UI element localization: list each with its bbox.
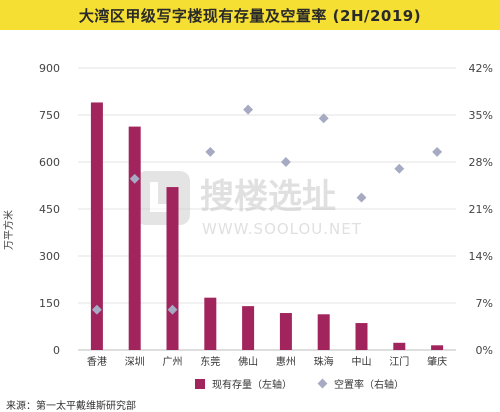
right-axis-ticks: 0% 7% 14% 21% 28% 35% 42% <box>469 62 493 357</box>
bar <box>128 126 141 351</box>
legend-marker-label: 空置率（右轴） <box>334 378 404 391</box>
bar-series <box>90 102 444 351</box>
watermark-en-text: WWW.SOOLOU.NET <box>202 220 362 238</box>
bar <box>279 313 292 350</box>
left-tick-label: 450 <box>39 203 60 216</box>
chart-title: 大湾区甲级写字楼现有存量及空置率 (2H/2019) <box>78 6 422 25</box>
right-tick-label: 7% <box>476 297 493 310</box>
bar <box>242 306 255 350</box>
left-tick-label: 300 <box>39 250 60 263</box>
legend-bar-swatch <box>195 379 205 389</box>
marker-point <box>432 146 443 157</box>
category-label: 佛山 <box>238 355 258 368</box>
watermark-logo-mark <box>150 182 158 212</box>
category-label: 广州 <box>163 356 183 368</box>
bar <box>166 187 179 350</box>
category-label: 深圳 <box>125 356 145 368</box>
right-tick-label: 35% <box>469 109 493 122</box>
bar <box>393 342 406 350</box>
category-label: 东莞 <box>200 355 220 368</box>
marker-point <box>356 192 367 203</box>
category-label: 中山 <box>352 355 372 368</box>
category-labels: 香港 深圳 广州 东莞 佛山 惠州 珠海 中山 江门 肇庆 <box>87 355 447 368</box>
left-tick-label: 0 <box>53 344 60 357</box>
right-tick-label: 42% <box>469 62 493 75</box>
watermark-logo-mark <box>150 204 176 212</box>
left-tick-label: 600 <box>39 156 60 169</box>
category-label: 珠海 <box>314 355 334 368</box>
category-label: 香港 <box>87 356 107 368</box>
title-bar: 大湾区甲级写字楼现有存量及空置率 (2H/2019) <box>0 0 500 30</box>
left-tick-label: 150 <box>39 297 60 310</box>
left-tick-label: 750 <box>39 109 60 122</box>
left-axis-label: 万平方米 <box>2 210 15 250</box>
watermark-cn-text: 搜楼选址 <box>200 177 336 217</box>
marker-point <box>243 104 254 115</box>
source-note: 来源：第一太平戴维斯研究部 <box>6 401 136 412</box>
left-tick-label: 900 <box>39 62 60 75</box>
category-label: 江门 <box>389 355 409 368</box>
bar <box>431 345 444 350</box>
bar <box>90 102 103 350</box>
category-label: 惠州 <box>276 355 296 368</box>
bar <box>204 297 217 350</box>
right-tick-label: 21% <box>469 203 493 216</box>
legend: 现有存量（左轴） 空置率（右轴） <box>195 378 404 391</box>
legend-marker-swatch <box>317 378 328 389</box>
right-tick-label: 0% <box>476 344 493 357</box>
bar <box>317 314 330 350</box>
marker-point <box>280 157 291 167</box>
marker-point <box>205 146 216 157</box>
marker-point <box>129 173 140 184</box>
watermark-logo-icon <box>136 171 190 225</box>
left-axis-ticks: 0 150 300 450 600 750 900 <box>39 62 60 357</box>
right-tick-label: 28% <box>469 156 493 169</box>
marker-point <box>394 163 405 174</box>
right-tick-label: 14% <box>469 250 493 263</box>
bar <box>355 323 368 350</box>
legend-bar-label: 现有存量（左轴） <box>212 378 292 391</box>
category-label: 肇庆 <box>427 355 447 368</box>
marker-point <box>167 304 178 315</box>
